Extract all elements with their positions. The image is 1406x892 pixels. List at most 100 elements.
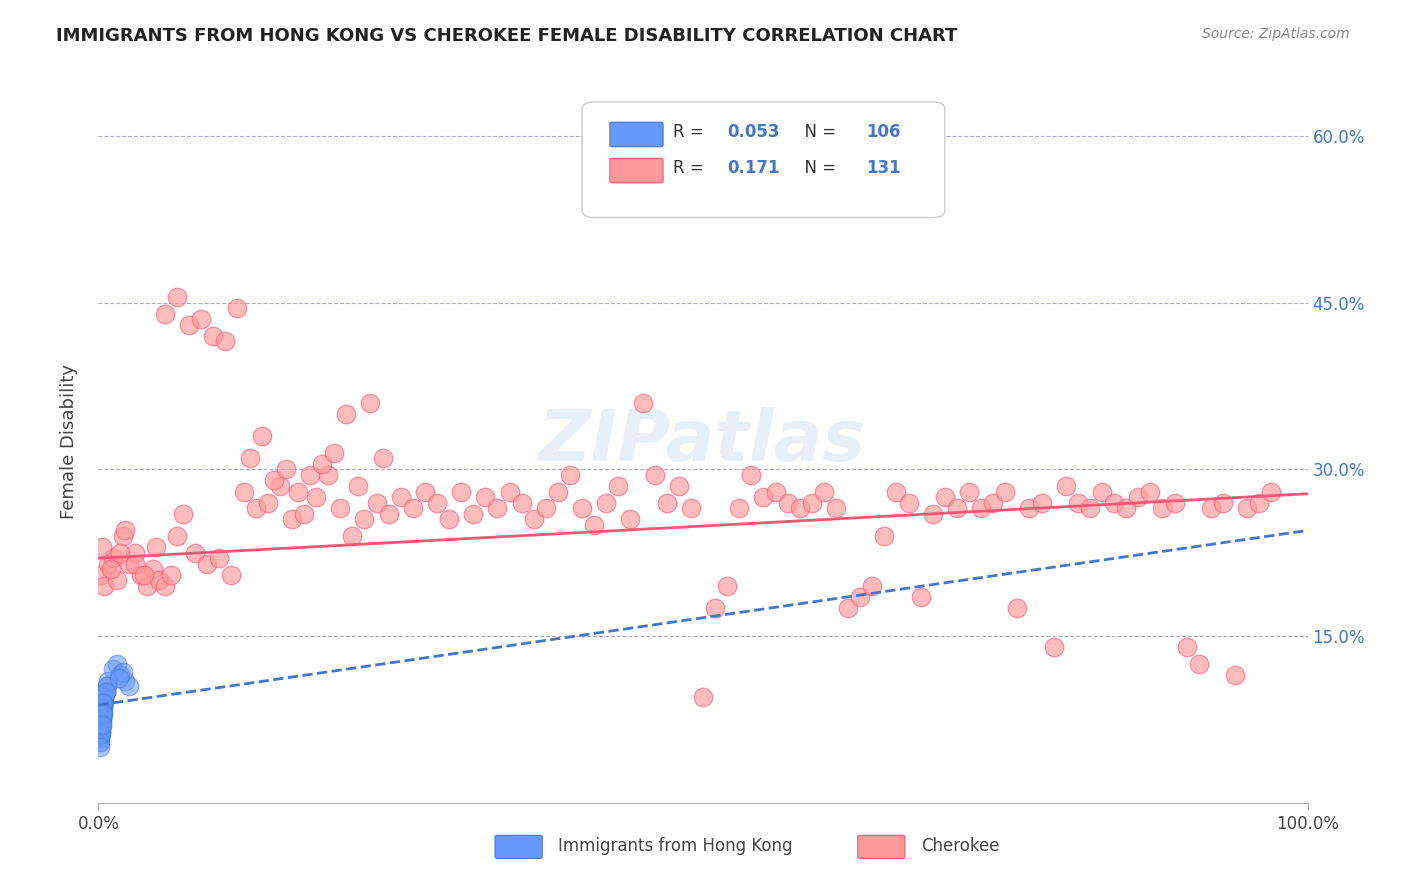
Point xyxy=(91,696,114,710)
Point xyxy=(145,540,167,554)
Point xyxy=(100,562,122,576)
Point xyxy=(765,484,787,499)
Point xyxy=(91,701,114,715)
Point xyxy=(287,484,309,499)
Point xyxy=(91,701,114,715)
Point xyxy=(91,705,114,719)
Text: N =: N = xyxy=(793,123,841,141)
Point xyxy=(558,467,581,482)
Point xyxy=(571,501,593,516)
Point xyxy=(329,501,352,516)
Point xyxy=(323,445,346,459)
Point xyxy=(91,718,114,732)
Point xyxy=(179,318,201,332)
Point xyxy=(91,696,114,710)
Point xyxy=(91,701,114,715)
Point xyxy=(1078,501,1101,516)
Text: Source: ZipAtlas.com: Source: ZipAtlas.com xyxy=(1202,27,1350,41)
Point xyxy=(1018,501,1040,516)
Point xyxy=(91,698,114,712)
Point xyxy=(93,687,115,701)
Point xyxy=(335,407,357,421)
Point xyxy=(583,517,606,532)
Point xyxy=(873,529,896,543)
Point xyxy=(245,501,267,516)
FancyBboxPatch shape xyxy=(582,102,945,218)
Point xyxy=(108,668,131,682)
Point xyxy=(93,690,115,705)
Point xyxy=(886,484,908,499)
Point xyxy=(108,546,131,560)
Point xyxy=(90,715,112,730)
Point xyxy=(90,723,112,738)
Point xyxy=(90,713,112,727)
Point xyxy=(1091,484,1114,499)
Text: R =: R = xyxy=(672,160,714,178)
Point xyxy=(135,579,157,593)
Text: 0.171: 0.171 xyxy=(727,160,780,178)
Text: ZIPatlas: ZIPatlas xyxy=(540,407,866,476)
Point xyxy=(342,529,364,543)
Point xyxy=(89,723,111,738)
Point xyxy=(94,684,117,698)
Point xyxy=(91,701,114,715)
Point xyxy=(90,720,112,734)
Point xyxy=(402,501,425,516)
Point xyxy=(1163,496,1185,510)
Point xyxy=(347,479,370,493)
Point xyxy=(90,718,112,732)
Point xyxy=(1175,640,1198,655)
Point xyxy=(232,484,254,499)
Point xyxy=(89,729,111,743)
Point xyxy=(166,529,188,543)
Point xyxy=(91,690,114,705)
FancyBboxPatch shape xyxy=(610,158,664,183)
Point xyxy=(800,496,823,510)
Point xyxy=(274,462,297,476)
Point xyxy=(124,557,146,571)
Point xyxy=(89,723,111,738)
Point xyxy=(89,734,111,748)
Point xyxy=(96,679,118,693)
Point xyxy=(897,496,920,510)
Point xyxy=(607,479,630,493)
Point xyxy=(704,601,727,615)
Point xyxy=(1031,496,1053,510)
Point xyxy=(91,713,114,727)
Point xyxy=(114,524,136,538)
Point xyxy=(105,574,128,588)
Point xyxy=(89,698,111,712)
Point xyxy=(1007,601,1029,615)
Point xyxy=(91,706,114,721)
Point xyxy=(371,451,394,466)
Point xyxy=(94,684,117,698)
Point xyxy=(305,490,328,504)
Point xyxy=(90,706,112,721)
Point xyxy=(148,574,170,588)
Point xyxy=(91,696,114,710)
Point xyxy=(90,718,112,732)
Text: Immigrants from Hong Kong: Immigrants from Hong Kong xyxy=(558,838,793,855)
Point xyxy=(91,709,114,723)
Point xyxy=(91,705,114,719)
Point xyxy=(523,512,546,526)
Point xyxy=(1212,496,1234,510)
Point xyxy=(105,657,128,671)
Point xyxy=(90,709,112,723)
Point xyxy=(134,568,156,582)
Point xyxy=(97,557,120,571)
Text: Cherokee: Cherokee xyxy=(921,838,1000,855)
Point xyxy=(89,727,111,741)
Point xyxy=(498,484,520,499)
Point xyxy=(90,720,112,734)
Text: IMMIGRANTS FROM HONG KONG VS CHEROKEE FEMALE DISABILITY CORRELATION CHART: IMMIGRANTS FROM HONG KONG VS CHEROKEE FE… xyxy=(56,27,957,45)
Point xyxy=(534,501,557,516)
Point xyxy=(91,698,114,712)
Point xyxy=(226,301,249,315)
Point xyxy=(89,723,111,738)
Point xyxy=(184,546,207,560)
Point xyxy=(752,490,775,504)
Point xyxy=(90,709,112,723)
Point xyxy=(89,734,111,748)
Point xyxy=(94,684,117,698)
